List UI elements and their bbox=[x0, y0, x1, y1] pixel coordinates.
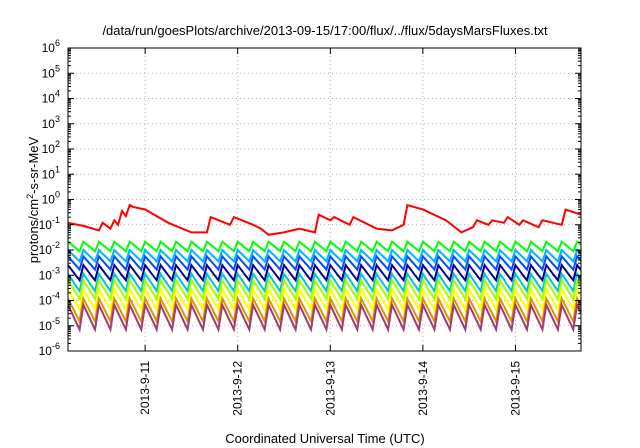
y-tick-label: 104 bbox=[42, 89, 60, 106]
data-series bbox=[68, 203, 581, 333]
y-tick-label: 105 bbox=[42, 63, 60, 80]
series-line-8 bbox=[68, 295, 581, 325]
y-tick-label: 10-1 bbox=[39, 215, 60, 232]
y-tick-label: 10-4 bbox=[39, 291, 60, 308]
x-tick-label: 2013-9-13 bbox=[323, 361, 337, 416]
y-axis-title-part2: -s-sr-MeV bbox=[26, 136, 41, 193]
y-axis: 10-6 10-5 10-4 10-3 10-2 10-1 100 101 102 103 104 1… bbox=[39, 38, 581, 358]
series-line-0 bbox=[68, 203, 581, 236]
series-line-9 bbox=[68, 301, 581, 333]
y-axis-title-sup: 2 bbox=[25, 194, 35, 199]
x-tick-label: 2013-9-14 bbox=[416, 361, 430, 416]
y-tick-label: 10-5 bbox=[39, 316, 60, 333]
series-line-6 bbox=[68, 277, 581, 302]
y-tick-label: 10-2 bbox=[39, 240, 60, 257]
x-axis: 2013-9-11 2013-9-12 2013-9-13 2013-9-14 2013… bbox=[138, 48, 522, 416]
y-tick-label: 10-6 bbox=[39, 341, 60, 358]
series-line-2 bbox=[68, 248, 581, 264]
series-line-3 bbox=[68, 254, 581, 272]
y-axis-title-part1: protons/cm bbox=[26, 199, 41, 263]
y-tick-label: 10-3 bbox=[39, 265, 60, 282]
y-tick-label: 100 bbox=[42, 190, 60, 207]
x-tick-label: 2013-9-15 bbox=[508, 361, 522, 416]
series-line-4 bbox=[68, 262, 581, 283]
series-line-1 bbox=[68, 240, 581, 253]
series-line-7 bbox=[68, 286, 581, 313]
y-tick-label: 106 bbox=[42, 38, 60, 55]
y-tick-label: 103 bbox=[42, 114, 60, 131]
chart-title: /data/run/goesPlots/archive/2013-09-15/1… bbox=[102, 23, 548, 38]
series-line-5 bbox=[68, 271, 581, 294]
y-tick-label: 102 bbox=[42, 139, 60, 156]
y-tick-label: 101 bbox=[42, 164, 60, 181]
x-tick-label: 2013-9-12 bbox=[231, 361, 245, 416]
x-axis-title: Coordinated Universal Time (UTC) bbox=[225, 431, 424, 446]
y-axis-title: protons/cm2-s-sr-MeV bbox=[25, 136, 41, 263]
x-tick-label: 2013-9-11 bbox=[138, 361, 152, 415]
